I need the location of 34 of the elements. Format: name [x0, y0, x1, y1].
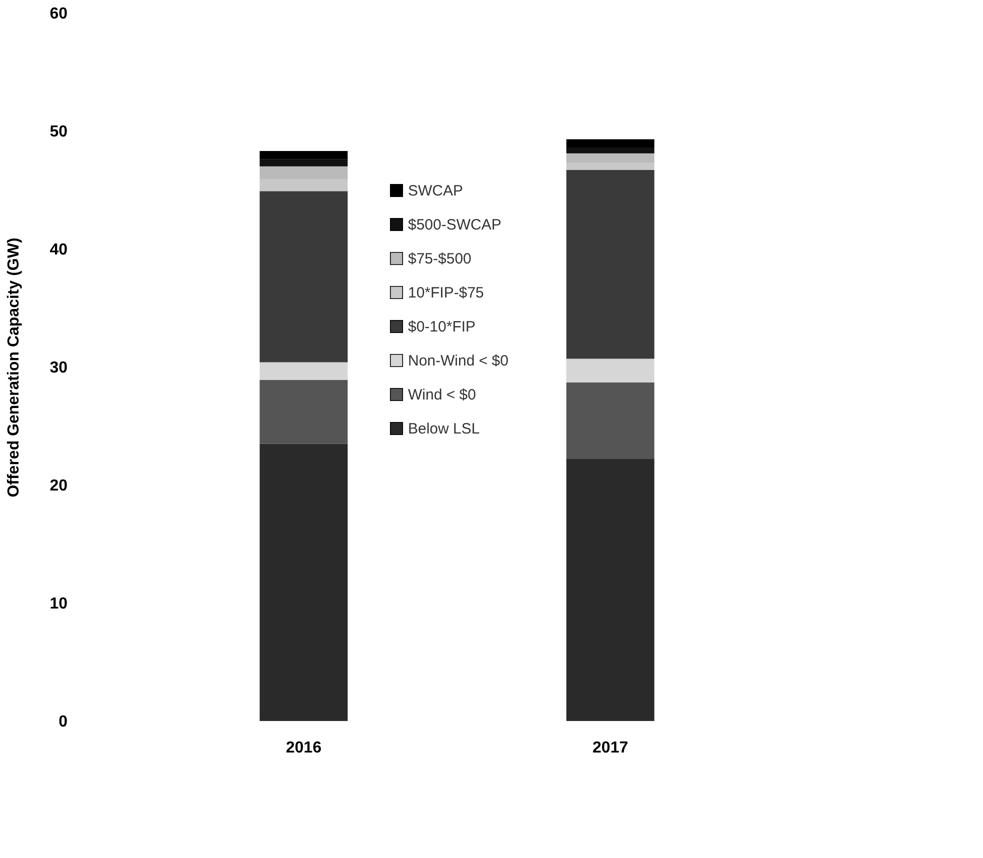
bar	[566, 459, 654, 721]
y-tick-label: 20	[50, 478, 68, 494]
bar	[260, 380, 348, 444]
legend-label: Wind < $0	[408, 386, 476, 404]
bar	[260, 191, 348, 362]
bar	[260, 159, 348, 166]
bar	[566, 382, 654, 460]
bar	[566, 139, 654, 148]
y-tick-label: 30	[50, 360, 68, 376]
bar	[566, 148, 654, 154]
legend-label: 10*FIP-$75	[408, 284, 484, 302]
y-axis-title: Offered Generation Capacity (GW)	[6, 238, 23, 498]
legend-label: $500-SWCAP	[408, 216, 502, 234]
bar	[566, 162, 654, 170]
bar	[260, 362, 348, 380]
legend-label: Below LSL	[408, 420, 480, 438]
y-tick-label: 50	[50, 124, 68, 140]
y-tick-label: 40	[50, 242, 68, 258]
y-tick-label: 60	[50, 6, 68, 22]
y-tick-label: 0	[58, 714, 68, 730]
bar	[260, 444, 348, 721]
legend-label: $0-10*FIP	[408, 318, 476, 336]
y-tick-label: 10	[50, 596, 68, 612]
x-tick-label: 2016	[286, 740, 322, 756]
x-tick-label: 2017	[592, 740, 628, 756]
bar	[260, 179, 348, 192]
bar	[566, 358, 654, 382]
legend-label: Non-Wind < $0	[408, 352, 508, 370]
bar	[260, 166, 348, 180]
bar	[566, 170, 654, 359]
bar	[260, 151, 348, 160]
legend-label: $75-$500	[408, 250, 472, 268]
bar	[566, 153, 654, 163]
legend-label: SWCAP	[408, 182, 464, 200]
